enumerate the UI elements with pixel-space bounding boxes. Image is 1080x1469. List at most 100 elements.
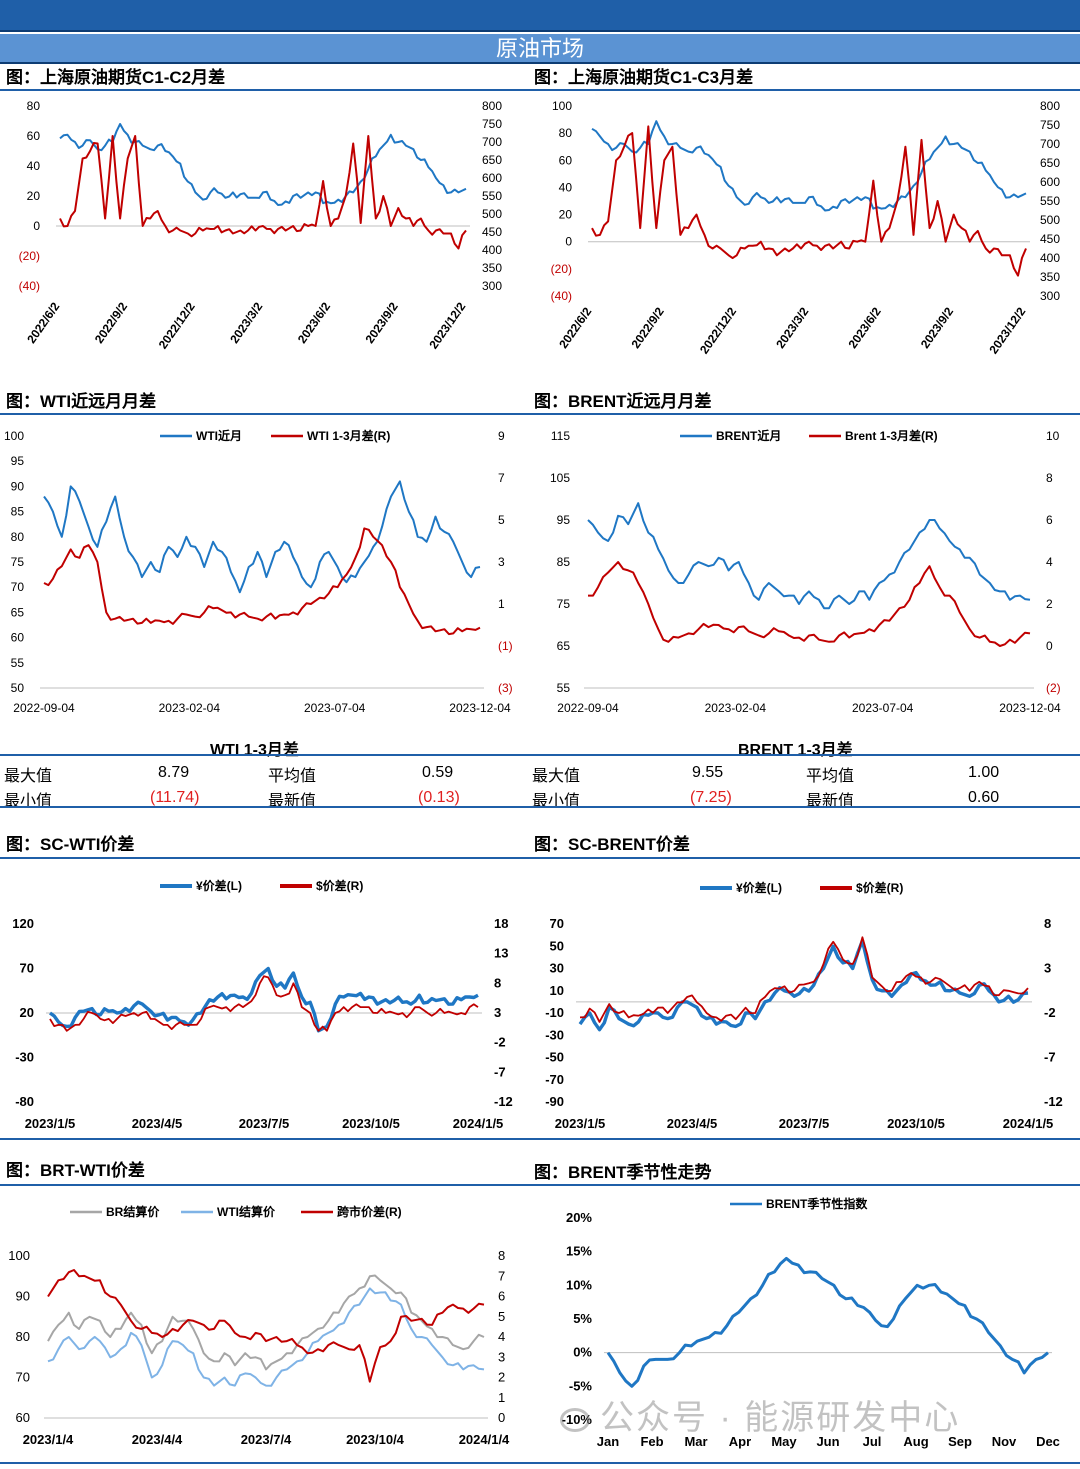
brent-avg-value: 1.00 — [968, 764, 1000, 781]
stats-table: WTI 1-3月差 BRENT 1-3月差 最大值 8.79 平均值 0.59 … — [0, 734, 1080, 810]
brent-min-label: 最小值 — [532, 793, 581, 810]
panel-title-brent: 图：BRENT近远月月差 — [534, 392, 712, 411]
divider — [0, 857, 1080, 859]
panel-title-c1c3: 图：上海原油期货C1-C3月差 — [534, 68, 754, 87]
y-right-tick-label: 1 — [498, 1390, 505, 1405]
series-line-1 — [43, 527, 481, 636]
x-tick-label: Sep — [948, 1434, 972, 1449]
x-tick-label: 2022/12/2 — [156, 299, 198, 351]
legend-label-0: ¥价差(L) — [196, 878, 242, 893]
brent-min-value: (7.25) — [690, 789, 732, 806]
x-tick-label: 2023/3/2 — [773, 304, 811, 351]
y-right-tick-label: 550 — [1040, 194, 1060, 208]
y-right-tick-label: 2 — [1046, 597, 1053, 611]
y-left-tick-label: 50 — [11, 681, 25, 695]
y-right-tick-label: 700 — [1040, 137, 1060, 151]
y-right-tick-label: 700 — [482, 135, 502, 149]
series-line-0 — [587, 502, 1031, 610]
y-right-tick-label: 3 — [1044, 961, 1051, 976]
x-tick-label: Nov — [992, 1434, 1017, 1449]
x-tick-label: 2023/7/4 — [241, 1432, 292, 1447]
top-bar — [0, 0, 1080, 32]
y-right-tick-label: 6 — [1046, 513, 1053, 527]
chart-brent: 115 105 95 85 75 65 55 10 8 6 4 2 0 (2) 2022-09-04 2023… — [550, 428, 1061, 715]
y-right-tick-label: 2 — [498, 1370, 505, 1385]
x-tick-label: 2023-02-04 — [159, 701, 221, 715]
y-right-tick-label: 550 — [482, 189, 502, 203]
y-right-tick-label: 9 — [498, 429, 505, 443]
x-tick-label: 2022/6/2 — [556, 304, 594, 351]
series-line-1 — [588, 561, 1031, 647]
x-tick-label: 2023/10/5 — [342, 1116, 400, 1131]
y-left-tick-label: 10 — [550, 983, 564, 998]
y-left-tick-label: 80 — [11, 530, 25, 544]
wti-min-label: 最小值 — [4, 793, 53, 810]
y-right-tick-label: -2 — [1044, 1005, 1056, 1020]
y-right-tick-label: 5 — [498, 1309, 505, 1324]
y-right-tick-label: 18 — [494, 916, 508, 931]
legend-label-1: Brent 1-3月差(R) — [845, 428, 938, 443]
brent-stats-title: BRENT 1-3月差 — [738, 742, 853, 759]
x-tick-label: 2023/6/2 — [295, 299, 333, 346]
y-left-tick-label: 80 — [16, 1329, 30, 1344]
x-tick-label: 2023-12-04 — [999, 701, 1061, 715]
y-right-tick-label: 8 — [1046, 471, 1053, 485]
y-left-tick-label: 65 — [11, 605, 25, 619]
legend-label-0: WTI近月 — [196, 428, 242, 443]
y-left-tick-label: 0 — [565, 235, 572, 249]
y-left-tick-label: 75 — [557, 597, 571, 611]
y-right-tick-label: 8 — [498, 1248, 505, 1263]
chart-c1c2: 80 60 40 20 0 (20) (40) 800 750 700 650 600 550 500 45… — [19, 99, 503, 351]
x-tick-label: 2023/4/5 — [132, 1116, 183, 1131]
y-left-tick-label: 100 — [552, 99, 572, 113]
y-left-tick-label: 75 — [11, 555, 25, 569]
y-left-tick-label: -10 — [545, 1005, 564, 1020]
y-left-tick-label: 15% — [566, 1244, 592, 1259]
y-right-tick-label: 800 — [1040, 99, 1060, 113]
y-right-tick-label: 1 — [498, 597, 505, 611]
x-tick-label: 2024/1/5 — [453, 1116, 504, 1131]
y-right-tick-label: 3 — [498, 555, 505, 569]
x-tick-label: Aug — [903, 1434, 928, 1449]
legend-label-1: $价差(R) — [856, 880, 903, 895]
y-left-tick-label: 115 — [551, 429, 570, 443]
series-line-1 — [49, 975, 479, 1032]
y-left-tick-label: (40) — [551, 289, 572, 303]
y-right-tick-label: 4 — [1046, 555, 1053, 569]
y-right-tick-label: (1) — [498, 639, 513, 653]
wti-max-value: 8.79 — [158, 764, 190, 781]
y-left-tick-label: 60 — [27, 129, 41, 143]
y-right-tick-label: -12 — [494, 1094, 513, 1109]
y-right-tick-label: (3) — [498, 681, 513, 695]
x-tick-label: 2022/9/2 — [629, 304, 667, 351]
y-left-tick-label: 100 — [4, 429, 24, 443]
y-right-tick-label: 450 — [482, 225, 502, 239]
x-tick-label: Dec — [1036, 1434, 1060, 1449]
brent-avg-label: 平均值 — [806, 768, 855, 785]
y-right-tick-label: 5 — [498, 513, 505, 527]
series-line-1 — [59, 135, 467, 250]
y-right-tick-label: 13 — [494, 946, 508, 961]
divider — [0, 413, 1080, 415]
x-tick-label: 2023-07-04 — [852, 701, 914, 715]
divider — [0, 806, 1080, 808]
wti-max-label: 最大值 — [4, 768, 53, 785]
series-line-0 — [49, 966, 479, 1033]
y-left-tick-label: 80 — [559, 126, 573, 140]
y-right-tick-label: 450 — [1040, 232, 1060, 246]
y-left-tick-label: 60 — [11, 631, 25, 645]
chart-wti: 1009590858075706560555097531(1)(3)2022-0… — [4, 428, 513, 715]
y-left-tick-label: (20) — [551, 262, 572, 276]
y-right-tick-label: -7 — [494, 1064, 506, 1079]
y-left-tick-label: 85 — [11, 505, 25, 519]
y-left-tick-label: 70 — [550, 916, 564, 931]
wti-avg-label: 平均值 — [268, 768, 317, 785]
y-left-tick-label: 65 — [557, 639, 571, 653]
y-left-tick-label: 55 — [557, 681, 571, 695]
y-right-tick-label: 0 — [1046, 639, 1053, 653]
y-right-tick-label: 650 — [1040, 156, 1060, 170]
wechat-logo-icon — [560, 1408, 590, 1433]
y-left-tick-label: 60 — [559, 153, 573, 167]
y-left-tick-label: -50 — [545, 1050, 564, 1065]
y-right-tick-label: 350 — [1040, 270, 1060, 284]
